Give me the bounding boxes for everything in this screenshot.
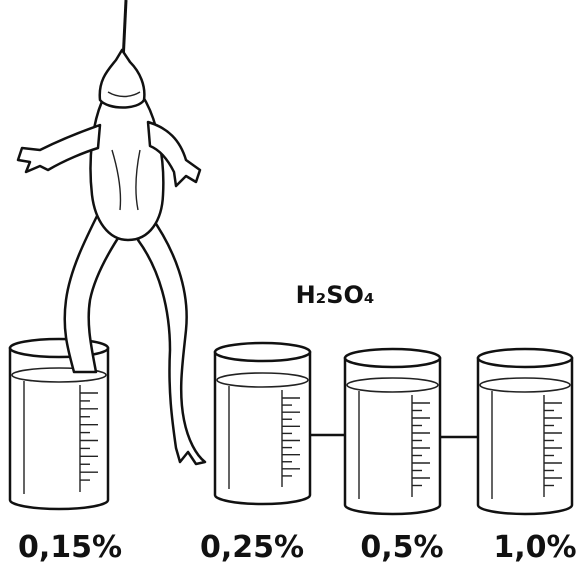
beaker-rim xyxy=(213,341,312,363)
formula-label: H₂SO₄ xyxy=(296,281,375,309)
liquid-surface xyxy=(216,372,309,388)
liquid-surface xyxy=(479,377,571,393)
beaker-body xyxy=(8,346,110,511)
beaker xyxy=(213,341,312,506)
beaker xyxy=(8,337,110,511)
beaker-body xyxy=(213,350,312,506)
beakers xyxy=(8,337,574,516)
beaker xyxy=(476,347,574,516)
beaker-rim xyxy=(476,347,574,369)
beaker xyxy=(343,347,442,516)
frog xyxy=(16,0,207,466)
beaker-body xyxy=(476,356,574,516)
concentration-label: 0,15% xyxy=(18,530,122,565)
liquid-surface xyxy=(11,367,107,383)
beaker-body xyxy=(343,356,442,516)
concentration-label: 0,25% xyxy=(200,530,304,565)
liquid-surface xyxy=(346,377,439,393)
beaker-rim xyxy=(343,347,442,369)
concentration-label: 0,5% xyxy=(360,530,443,565)
concentration-label: 1,0% xyxy=(493,530,576,565)
